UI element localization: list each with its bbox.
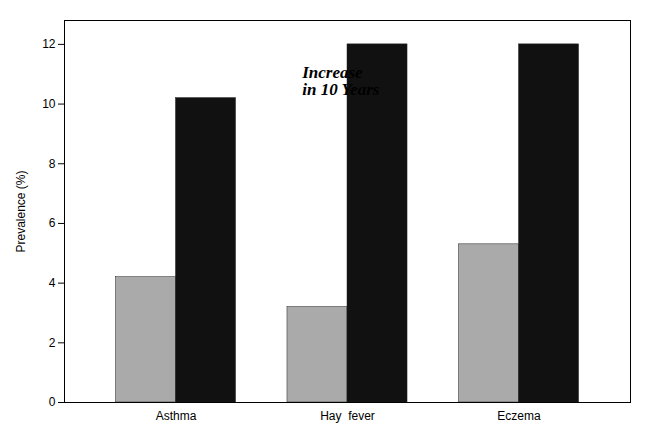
svg-text:Asthma: Asthma xyxy=(156,409,197,423)
svg-text:10: 10 xyxy=(42,97,56,111)
svg-text:2: 2 xyxy=(49,336,56,350)
svg-text:12: 12 xyxy=(42,37,56,51)
svg-text:6: 6 xyxy=(49,216,56,230)
svg-text:Increasein 10 Years: Increasein 10 Years xyxy=(301,63,380,99)
svg-text:4: 4 xyxy=(49,276,56,290)
svg-text:Eczema: Eczema xyxy=(497,409,541,423)
svg-text:0: 0 xyxy=(49,395,56,409)
svg-text:8: 8 xyxy=(49,157,56,171)
svg-text:Hay fever: Hay fever xyxy=(320,409,375,423)
svg-text:Prevalence (%): Prevalence (%) xyxy=(14,170,28,252)
